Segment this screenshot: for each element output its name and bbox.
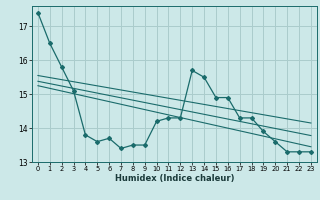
X-axis label: Humidex (Indice chaleur): Humidex (Indice chaleur)	[115, 174, 234, 183]
